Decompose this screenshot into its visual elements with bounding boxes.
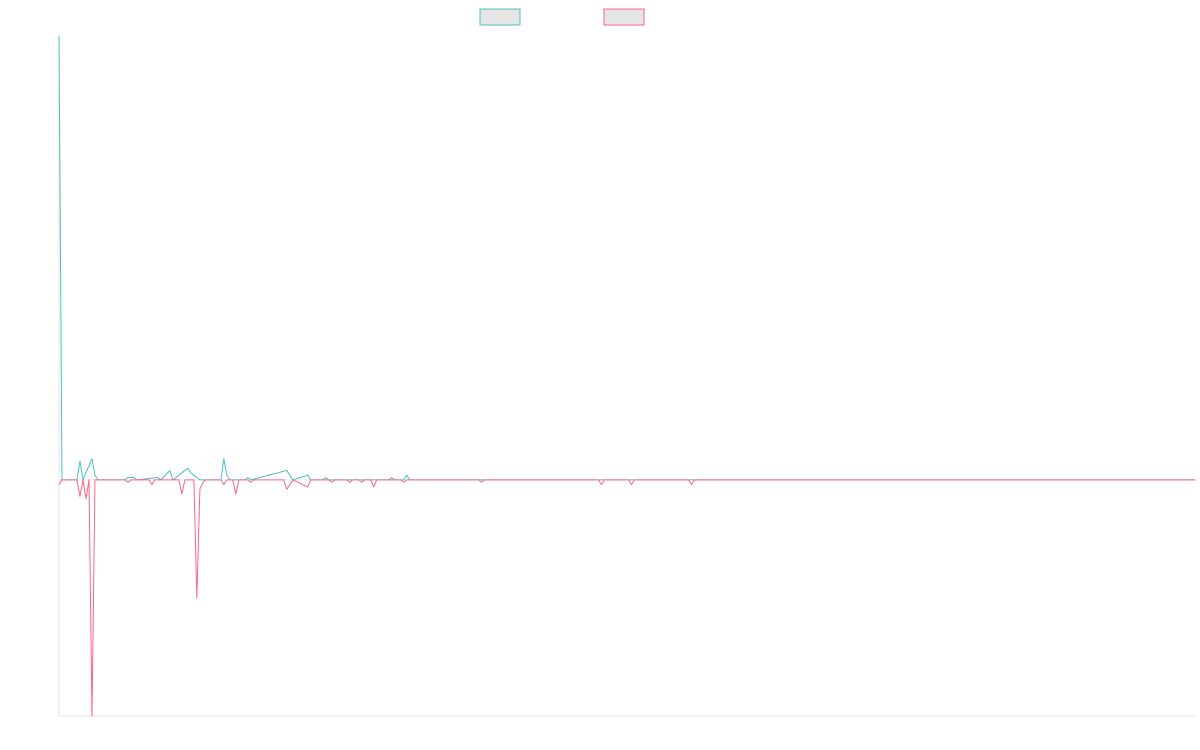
axes (58, 36, 1195, 717)
legend-swatch-1 (479, 8, 521, 26)
series-line-2 (58, 479, 1196, 717)
legend-swatch-2 (603, 8, 645, 26)
series-line-1 (58, 35, 1196, 481)
legend-item-2 (603, 8, 645, 26)
legend-item-1 (479, 8, 521, 26)
series-layer (58, 35, 1196, 717)
legend (479, 8, 645, 26)
